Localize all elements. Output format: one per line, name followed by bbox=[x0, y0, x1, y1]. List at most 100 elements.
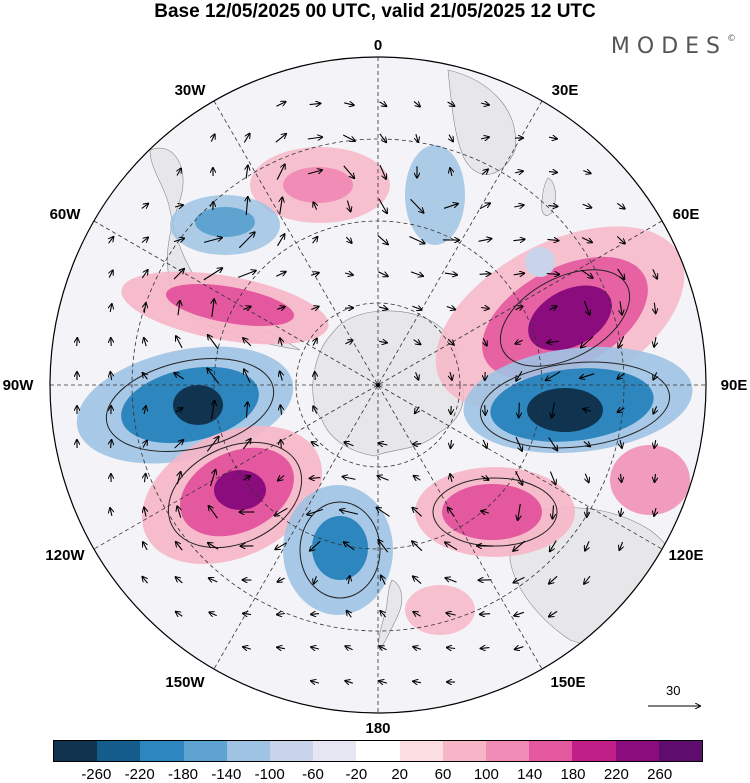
wind-vector bbox=[447, 338, 454, 345]
wind-vector bbox=[144, 338, 146, 347]
map-title: Base 12/05/2025 00 UTC, valid 21/05/2025… bbox=[154, 1, 596, 22]
wind-vector bbox=[280, 372, 283, 381]
colorbar-bin bbox=[442, 741, 487, 761]
wind-vector bbox=[519, 402, 520, 418]
wind-vector bbox=[378, 307, 388, 309]
wind-vector bbox=[480, 614, 491, 615]
wind-vector bbox=[209, 470, 216, 487]
wind-vector bbox=[311, 307, 318, 310]
wind-vector bbox=[243, 134, 249, 143]
wind-vector bbox=[381, 576, 386, 585]
wind-vector bbox=[310, 540, 321, 551]
wind-vector bbox=[549, 471, 555, 485]
wind-vector bbox=[141, 270, 147, 279]
wind-vector bbox=[653, 406, 656, 413]
wind-vector bbox=[176, 542, 183, 551]
wind-vector bbox=[344, 542, 355, 551]
wind-vector bbox=[110, 508, 112, 517]
wind-vector bbox=[413, 612, 421, 616]
wind-vector bbox=[379, 102, 387, 106]
wind-vector bbox=[209, 506, 218, 519]
wind-vector bbox=[144, 508, 146, 517]
wind-vector bbox=[583, 171, 590, 174]
wind-vector bbox=[412, 541, 423, 552]
wind-vector bbox=[479, 274, 491, 275]
lon-label-60w: 60W bbox=[50, 206, 82, 223]
wind-vector bbox=[276, 102, 285, 107]
wind-vector bbox=[416, 133, 418, 142]
wind-vector bbox=[450, 474, 452, 483]
wind-vector bbox=[278, 476, 285, 481]
negative-anomaly-atlantic-east bbox=[405, 145, 465, 245]
contour-lines bbox=[105, 269, 671, 599]
wind-vector bbox=[547, 341, 559, 342]
wind-vector bbox=[311, 647, 320, 649]
negative-anomaly-ross-sea-north-inner bbox=[312, 516, 368, 580]
wind-vector bbox=[313, 406, 317, 414]
map-boundary bbox=[49, 56, 707, 714]
wind-vector bbox=[243, 476, 251, 480]
wind-vector bbox=[208, 335, 219, 350]
wind-vector bbox=[177, 472, 180, 485]
wind-vector bbox=[380, 611, 387, 618]
wind-vector bbox=[621, 473, 622, 482]
wind-vector bbox=[619, 541, 622, 550]
lon-label-150e: 150E bbox=[550, 674, 585, 691]
wind-vector bbox=[481, 476, 489, 480]
wind-vector bbox=[518, 503, 521, 520]
wind-vector bbox=[280, 338, 282, 346]
wind-vector bbox=[620, 301, 622, 314]
wind-vector bbox=[243, 647, 252, 649]
lon-label-60e: 60E bbox=[673, 206, 700, 223]
positive-anomaly-indian-ocean-inner bbox=[528, 285, 612, 351]
colorbar bbox=[53, 740, 703, 762]
wind-vector bbox=[312, 442, 319, 446]
wind-vector bbox=[580, 269, 592, 278]
colorbar-tick-label: -220 bbox=[124, 766, 155, 783]
wind-vector bbox=[378, 540, 389, 553]
wind-vector bbox=[203, 268, 222, 281]
wind-vector bbox=[144, 474, 145, 483]
wind-vector bbox=[443, 204, 458, 209]
wind-vector bbox=[653, 372, 656, 379]
wind-vector bbox=[207, 369, 220, 384]
wind-vector bbox=[617, 268, 625, 279]
wind-vector bbox=[243, 307, 250, 310]
colorbar-tick-label: 100 bbox=[473, 766, 499, 783]
wind-vector bbox=[514, 171, 523, 173]
wind-vector bbox=[485, 405, 486, 415]
wind-vector bbox=[617, 372, 625, 379]
lon-label-0: 0 bbox=[374, 37, 382, 54]
colorbar-bin bbox=[486, 741, 530, 761]
wind-vector bbox=[409, 236, 424, 244]
wind-vector bbox=[547, 239, 559, 240]
wind-vector bbox=[378, 476, 389, 481]
wind-vector bbox=[549, 610, 558, 616]
wind-vector bbox=[348, 576, 350, 585]
colorbar-bin bbox=[356, 741, 400, 761]
wind-vector bbox=[549, 575, 558, 583]
wind-vector bbox=[313, 339, 317, 346]
wind-vector bbox=[585, 473, 588, 483]
wind-vector bbox=[345, 442, 354, 446]
wind-vector bbox=[246, 197, 248, 216]
wind-vector bbox=[141, 204, 148, 209]
wind-vector bbox=[550, 540, 557, 552]
colorbar-tick-label: -260 bbox=[81, 766, 112, 783]
wind-vector bbox=[178, 301, 180, 316]
wind-vector bbox=[281, 440, 282, 449]
wind-vector bbox=[585, 541, 589, 550]
wind-vector bbox=[277, 647, 285, 648]
wind-vector bbox=[515, 340, 523, 344]
wind-vector bbox=[546, 371, 561, 381]
wind-vector bbox=[480, 103, 489, 105]
wind-vector bbox=[313, 237, 318, 244]
lon-label-90e: 90E bbox=[721, 377, 748, 394]
wind-vector bbox=[413, 576, 422, 585]
wind-vector bbox=[277, 614, 286, 615]
colorbar-tick-label: -180 bbox=[167, 766, 199, 783]
wind-vector bbox=[515, 306, 522, 310]
negative-anomaly-south-indian-inner bbox=[527, 388, 603, 432]
positive-anomaly-central-south bbox=[405, 585, 475, 635]
wind-vector bbox=[483, 338, 487, 345]
